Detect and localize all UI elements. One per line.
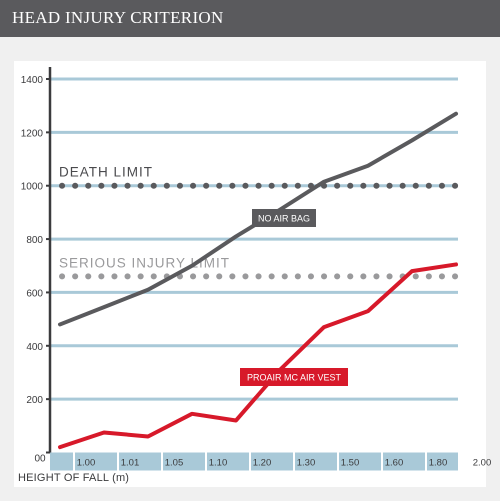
- chart-title: HEAD INJURY CRITERION: [12, 8, 224, 27]
- y-tick-label: 1200: [21, 128, 44, 139]
- x-tick-label: 1.50: [341, 458, 360, 469]
- x-axis-band: [50, 452, 458, 471]
- x-tick-label: 1.80: [429, 458, 448, 469]
- proair-mc-air-vest-line: [58, 262, 458, 450]
- no-air-bag-label-box: [252, 209, 316, 227]
- y-tick-label: 1400: [21, 75, 44, 86]
- proair-mc-air-vest-label-box: [240, 368, 348, 386]
- proair-mc-air-vest-label: PROAIR MC AIR VEST: [247, 373, 342, 383]
- x-tick-label: 2.00: [473, 458, 492, 469]
- x-tick-label: 1.60: [385, 458, 404, 469]
- x-axis-title: HEIGHT OF FALL (m): [18, 472, 129, 484]
- x-origin-label: 00: [34, 454, 46, 465]
- y-tick-label: 1000: [21, 182, 44, 193]
- x-tick-label: 1.10: [209, 458, 228, 469]
- line-chart: 200 400 600 800 1000 1200 1400 00 1.00 1.01 1.05 1.…: [14, 61, 492, 487]
- y-tick-label: 600: [26, 288, 43, 299]
- x-tick-label: 1.05: [165, 458, 184, 469]
- chart-header: HEAD INJURY CRITERION: [0, 0, 500, 37]
- y-tick-label: 200: [26, 395, 43, 406]
- x-tick-label: 1.20: [253, 458, 272, 469]
- death-limit-label: DEATH LIMIT: [59, 165, 153, 180]
- no-air-bag-label: NO AIR BAG: [258, 214, 310, 224]
- chart-frame: 200 400 600 800 1000 1200 1400 00 1.00 1.01 1.05 1.…: [0, 37, 500, 501]
- x-tick-label: 1.01: [121, 458, 140, 469]
- x-tick-label: 1.30: [297, 458, 316, 469]
- y-tick-label: 400: [26, 342, 43, 353]
- x-tick-label: 1.00: [77, 458, 96, 469]
- y-tick-label: 800: [26, 235, 43, 246]
